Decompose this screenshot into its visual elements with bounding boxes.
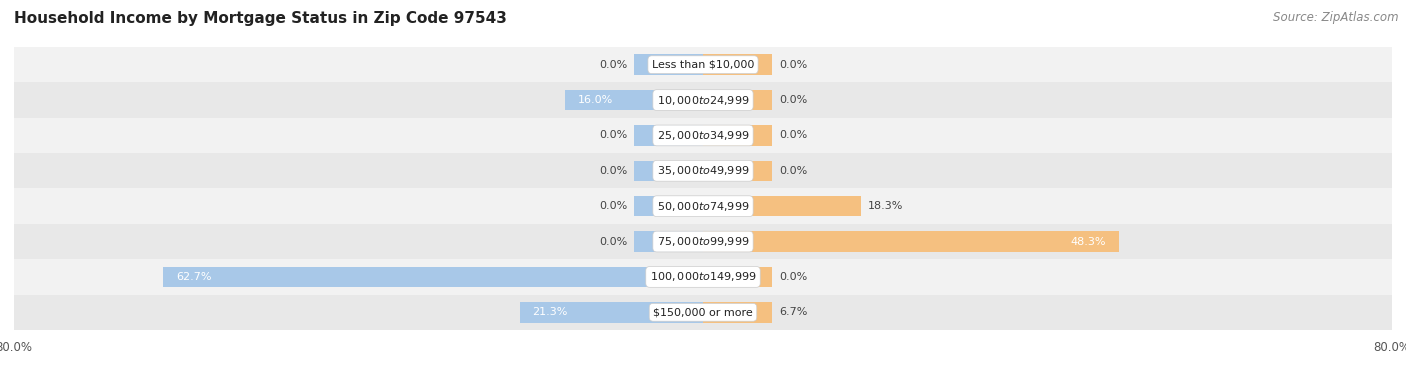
Text: 62.7%: 62.7% (176, 272, 211, 282)
Text: 21.3%: 21.3% (533, 307, 568, 317)
Bar (14, 47, 1392, 83)
Bar (163, 267, 703, 287)
Bar (14, 188, 1392, 224)
Text: $75,000 to $99,999: $75,000 to $99,999 (657, 235, 749, 248)
Bar (703, 267, 772, 287)
Text: 0.0%: 0.0% (779, 95, 807, 105)
Text: $150,000 or more: $150,000 or more (654, 307, 752, 317)
Bar (703, 161, 772, 181)
Bar (520, 302, 703, 323)
Bar (703, 54, 772, 75)
Text: Source: ZipAtlas.com: Source: ZipAtlas.com (1274, 11, 1399, 24)
Bar (703, 125, 772, 146)
Bar (703, 302, 772, 323)
Text: 0.0%: 0.0% (779, 130, 807, 141)
Text: 6.7%: 6.7% (779, 307, 807, 317)
Text: 0.0%: 0.0% (599, 166, 627, 176)
Text: 0.0%: 0.0% (599, 236, 627, 247)
Text: Household Income by Mortgage Status in Zip Code 97543: Household Income by Mortgage Status in Z… (14, 11, 508, 26)
Text: 0.0%: 0.0% (599, 60, 627, 70)
Text: 18.3%: 18.3% (868, 201, 903, 211)
Bar (703, 196, 860, 216)
Bar (14, 153, 1392, 188)
Bar (634, 196, 703, 216)
Text: $50,000 to $74,999: $50,000 to $74,999 (657, 200, 749, 213)
Text: 0.0%: 0.0% (779, 60, 807, 70)
Text: 0.0%: 0.0% (779, 166, 807, 176)
Text: $100,000 to $149,999: $100,000 to $149,999 (650, 270, 756, 284)
Bar (703, 90, 772, 110)
Bar (565, 90, 703, 110)
Text: Less than $10,000: Less than $10,000 (652, 60, 754, 70)
Bar (14, 224, 1392, 259)
Text: 0.0%: 0.0% (599, 201, 627, 211)
Text: $25,000 to $34,999: $25,000 to $34,999 (657, 129, 749, 142)
Text: 0.0%: 0.0% (779, 272, 807, 282)
Bar (634, 125, 703, 146)
Text: 0.0%: 0.0% (599, 130, 627, 141)
Text: 48.3%: 48.3% (1070, 236, 1107, 247)
Text: $10,000 to $24,999: $10,000 to $24,999 (657, 93, 749, 107)
Bar (634, 231, 703, 252)
Text: 16.0%: 16.0% (578, 95, 613, 105)
Bar (634, 161, 703, 181)
Bar (14, 118, 1392, 153)
Bar (14, 83, 1392, 118)
Bar (14, 294, 1392, 330)
Bar (14, 259, 1392, 294)
Text: $35,000 to $49,999: $35,000 to $49,999 (657, 164, 749, 177)
Bar (634, 54, 703, 75)
Bar (703, 231, 1119, 252)
